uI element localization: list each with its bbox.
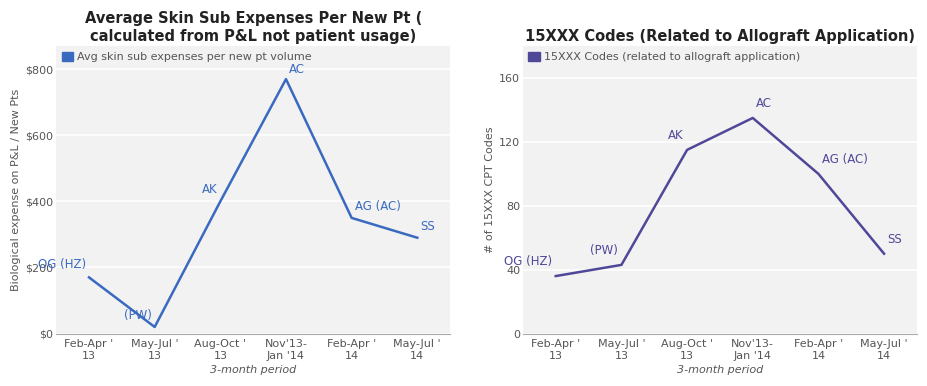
Text: AK: AK <box>201 183 217 196</box>
Text: SS: SS <box>886 233 901 246</box>
X-axis label: 3-month period: 3-month period <box>210 365 296 375</box>
Text: (PW): (PW) <box>123 309 151 322</box>
Text: (PW): (PW) <box>590 244 617 257</box>
Text: AG (AC): AG (AC) <box>820 153 867 166</box>
Text: SS: SS <box>420 220 435 233</box>
X-axis label: 3-month period: 3-month period <box>676 365 762 375</box>
Text: AG (AC): AG (AC) <box>354 200 400 213</box>
Text: AK: AK <box>667 129 683 142</box>
Legend: 15XXX Codes (related to allograft application): 15XXX Codes (related to allograft applic… <box>527 52 799 62</box>
Text: AC: AC <box>756 97 771 110</box>
Legend: Avg skin sub expenses per new pt volume: Avg skin sub expenses per new pt volume <box>62 52 311 62</box>
Title: 15XXX Codes (Related to Allograft Application): 15XXX Codes (Related to Allograft Applic… <box>525 29 914 44</box>
Title: Average Skin Sub Expenses Per New Pt (
calculated from P&L not patient usage): Average Skin Sub Expenses Per New Pt ( c… <box>84 11 422 44</box>
Text: OG (HZ): OG (HZ) <box>38 259 85 271</box>
Y-axis label: # of 15XXX CPT Codes: # of 15XXX CPT Codes <box>484 127 494 253</box>
Text: AC: AC <box>289 63 305 76</box>
Text: OG (HZ): OG (HZ) <box>503 255 552 268</box>
Y-axis label: Biological expense on P&L / New Pts: Biological expense on P&L / New Pts <box>11 89 21 291</box>
